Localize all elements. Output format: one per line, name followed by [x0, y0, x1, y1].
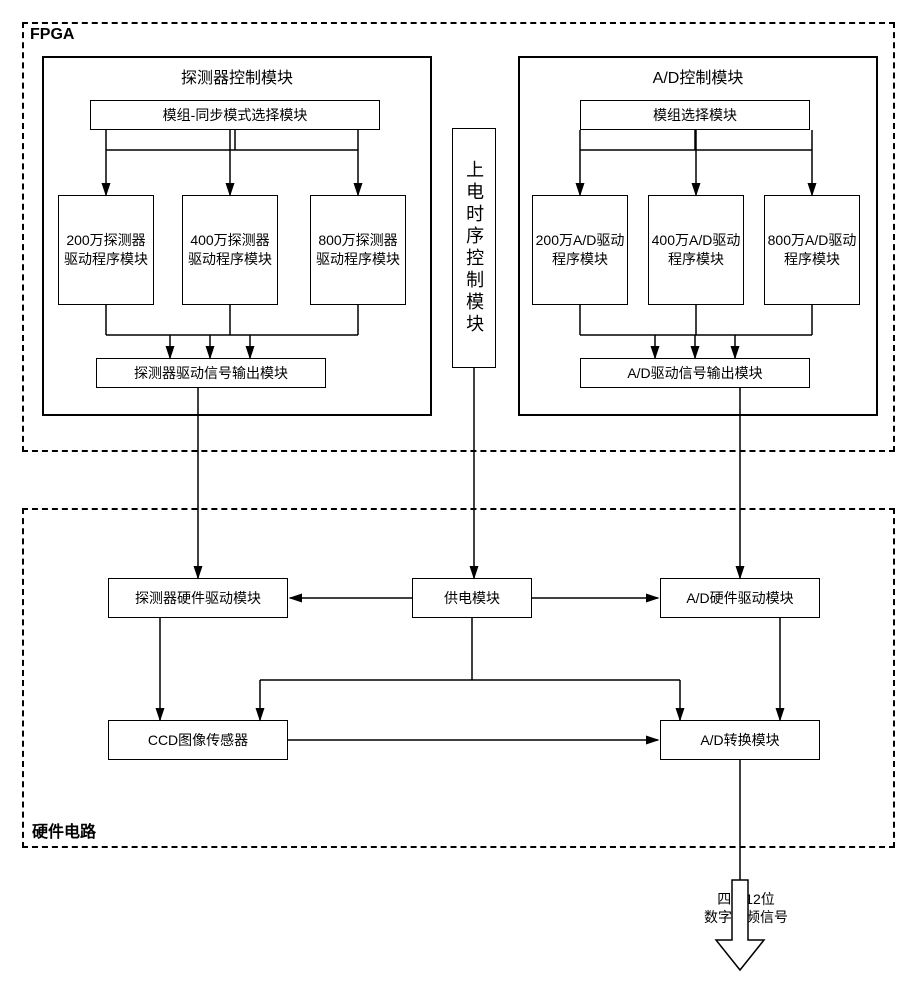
ccd-sensor: CCD图像传感器	[108, 720, 288, 760]
fpga-label: FPGA	[30, 26, 74, 44]
hardware-label: 硬件电路	[32, 818, 96, 842]
hardware-region: 硬件电路	[22, 508, 895, 848]
fpga-hw-diagram: FPGA 探测器控制模块 模组-同步模式选择模块 200万探测器驱动程序模块 4…	[20, 20, 897, 980]
ad-hw-driver-label: A/D硬件驱动模块	[686, 589, 793, 608]
ad-driver-200w-label: 200万A/D驱动程序模块	[535, 231, 625, 269]
ad-signal-output-label: A/D驱动信号输出模块	[627, 364, 762, 383]
ccd-sensor-label: CCD图像传感器	[148, 731, 248, 750]
detector-driver-400w: 400万探测器驱动程序模块	[182, 195, 278, 305]
ad-signal-output: A/D驱动信号输出模块	[580, 358, 810, 388]
ad-hw-driver: A/D硬件驱动模块	[660, 578, 820, 618]
ad-control-title: A/D控制模块	[520, 64, 876, 88]
detector-signal-output-label: 探测器驱动信号输出模块	[134, 364, 288, 383]
output-line2: 数字视频信号	[704, 909, 788, 925]
output-signal-label: 四路12位 数字视频信号	[686, 890, 806, 926]
detector-driver-400w-label: 400万探测器驱动程序模块	[185, 231, 275, 269]
detector-signal-output: 探测器驱动信号输出模块	[96, 358, 326, 388]
detector-driver-800w: 800万探测器驱动程序模块	[310, 195, 406, 305]
detector-driver-200w-label: 200万探测器驱动程序模块	[61, 231, 151, 269]
detector-hw-driver: 探测器硬件驱动模块	[108, 578, 288, 618]
ad-mode-select-label: 模组选择模块	[653, 106, 737, 125]
detector-driver-200w: 200万探测器驱动程序模块	[58, 195, 154, 305]
power-module-label: 供电模块	[444, 589, 500, 608]
detector-control-title: 探测器控制模块	[44, 64, 430, 88]
detector-driver-800w-label: 800万探测器驱动程序模块	[313, 231, 403, 269]
ad-driver-800w: 800万A/D驱动程序模块	[764, 195, 860, 305]
ad-converter: A/D转换模块	[660, 720, 820, 760]
ad-driver-200w: 200万A/D驱动程序模块	[532, 195, 628, 305]
ad-mode-select: 模组选择模块	[580, 100, 810, 130]
power-module: 供电模块	[412, 578, 532, 618]
ad-driver-400w-label: 400万A/D驱动程序模块	[651, 231, 741, 269]
ad-converter-label: A/D转换模块	[700, 731, 779, 750]
output-line1: 四路12位	[717, 891, 775, 907]
power-on-sequence-label: 上电时序控制模块	[462, 160, 486, 336]
ad-driver-800w-label: 800万A/D驱动程序模块	[767, 231, 857, 269]
ad-driver-400w: 400万A/D驱动程序模块	[648, 195, 744, 305]
detector-hw-driver-label: 探测器硬件驱动模块	[135, 589, 261, 608]
detector-mode-select: 模组-同步模式选择模块	[90, 100, 380, 130]
detector-mode-select-label: 模组-同步模式选择模块	[163, 106, 308, 125]
power-on-sequence-module: 上电时序控制模块	[452, 128, 496, 368]
